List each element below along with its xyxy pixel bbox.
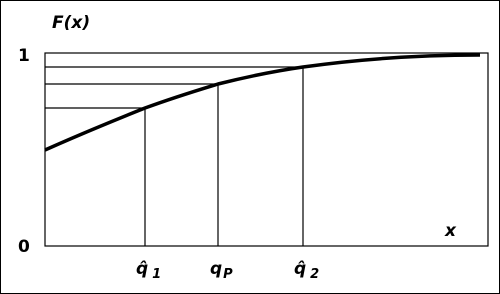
cdf-curve [44, 53, 481, 152]
x-label: qP [210, 259, 233, 282]
x-axis-label: x [444, 221, 457, 241]
x-label: q̂ 2 [294, 259, 319, 282]
y-label: 0 [18, 237, 30, 257]
plot-box [44, 52, 489, 247]
x-label-subscript: 2 [310, 267, 319, 282]
y-label: 1 [18, 46, 30, 66]
x-label-subscript: P [223, 267, 233, 282]
y-axis-label: F(x) [52, 13, 90, 33]
x-label-symbol: q̂ [136, 259, 148, 279]
x-label-subscript: 1 [152, 267, 161, 282]
x-label: q̂ 1 [136, 259, 161, 282]
x-label-symbol: q [210, 259, 222, 279]
x-label-symbol: q̂ [294, 259, 306, 279]
